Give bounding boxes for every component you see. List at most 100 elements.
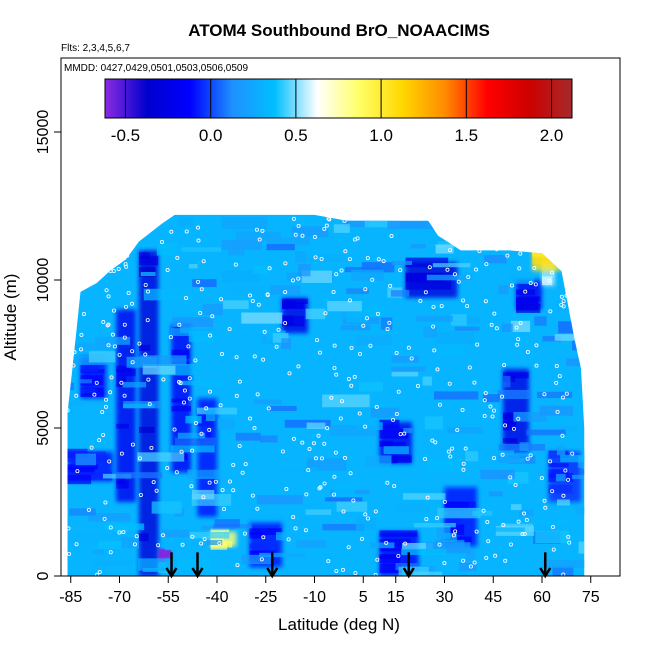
sample-point (528, 281, 533, 286)
sample-point (74, 393, 79, 398)
heatmap-cell (579, 469, 585, 475)
sample-point (124, 304, 129, 309)
heatmap-feature-streak (67, 474, 92, 485)
heatmap-feature-streak (67, 467, 95, 475)
sample-point (341, 509, 346, 514)
sample-point (112, 344, 117, 349)
sample-point (334, 568, 339, 573)
sample-point (255, 506, 260, 511)
heatmap-cell (391, 260, 412, 265)
heatmap-cell (610, 483, 650, 490)
sample-point (528, 453, 533, 458)
sample-point (560, 395, 565, 400)
heatmap-feature-streak (516, 297, 539, 304)
sample-point (220, 488, 225, 493)
sample-point (340, 567, 345, 572)
sample-point (106, 343, 111, 348)
sample-point (376, 257, 381, 262)
heatmap-cell (174, 437, 216, 446)
heatmap-cell (443, 532, 457, 543)
heatmap-feature-streak (116, 365, 131, 372)
heatmap-cell (546, 238, 582, 245)
sample-point (109, 375, 114, 380)
x-axis-label: Latitude (deg N) (278, 615, 400, 634)
sample-point (218, 403, 223, 408)
heatmap-cell (122, 403, 155, 409)
sample-point (392, 484, 397, 489)
heatmap-feature-streak (139, 533, 149, 542)
sample-point (146, 377, 151, 382)
heatmap-feature-streak (80, 382, 93, 387)
sample-point (84, 249, 89, 254)
heatmap-feature-streak (379, 530, 418, 537)
sample-point (423, 290, 428, 295)
sample-point (524, 518, 529, 523)
sample-point (138, 492, 143, 497)
heatmap-cell (235, 432, 261, 441)
heatmap-cell (115, 472, 163, 479)
heatmap-cell (177, 432, 206, 439)
sample-point (439, 304, 444, 309)
sample-point (322, 441, 327, 446)
sample-point (291, 436, 296, 441)
heatmap-cell (423, 326, 437, 338)
heatmap-cell (67, 343, 112, 350)
heatmap-cell (585, 378, 616, 383)
heatmap-cell (281, 338, 292, 350)
heatmap-feature-streak (67, 448, 88, 459)
sample-point (502, 363, 507, 368)
sample-point (374, 404, 379, 409)
heatmap-cell (532, 425, 579, 433)
heatmap-cell (346, 311, 368, 323)
heatmap-cell (340, 324, 371, 331)
colorbar-tick-label: 0.0 (199, 126, 223, 145)
sample-point (551, 547, 556, 552)
heatmap-cell (346, 288, 369, 294)
heatmap-cell (452, 224, 486, 233)
heatmap-feature-streak (444, 514, 461, 526)
heatmap-cell (459, 562, 477, 571)
sample-point (265, 292, 270, 297)
sample-point (447, 381, 452, 386)
heatmap-cell (427, 458, 461, 472)
heatmap-cell (140, 355, 187, 366)
sample-point (97, 569, 102, 574)
y-tick-label: 0 (35, 571, 52, 580)
heatmap-cell (178, 216, 194, 227)
heatmap-cell (383, 446, 409, 455)
heatmap-feature-streak (405, 257, 449, 268)
sample-point (248, 293, 253, 298)
sample-point (116, 266, 121, 271)
heatmap-cell (93, 560, 133, 566)
sample-point (252, 354, 257, 359)
sample-point (151, 480, 156, 485)
heatmap-cell (235, 231, 282, 242)
sample-point (307, 447, 312, 452)
sample-point (160, 240, 165, 245)
heatmap-cell (187, 469, 221, 479)
sample-point (243, 462, 248, 467)
sample-point (137, 456, 142, 461)
x-tick-label: -10 (303, 589, 326, 606)
heatmap-cell (92, 549, 104, 555)
heatmap-cell (502, 375, 511, 388)
x-tick-label: -25 (254, 589, 277, 606)
latitude-arrows (165, 552, 552, 579)
heatmap-cell (294, 251, 306, 263)
sample-point (128, 223, 133, 228)
sample-point (555, 409, 560, 414)
sample-point (250, 493, 255, 498)
sample-point (485, 519, 490, 524)
sample-point (195, 225, 200, 230)
sample-point (313, 255, 318, 260)
sample-point (193, 358, 198, 363)
heatmap-feature-streak (405, 274, 436, 281)
heatmap-cell (391, 355, 419, 363)
sample-point (334, 272, 339, 277)
sample-point (69, 311, 74, 316)
sample-point (234, 393, 239, 398)
sample-point (287, 371, 292, 376)
heatmap-cell (490, 527, 525, 532)
heatmap-feature-streak (197, 421, 214, 427)
heatmap-cell (322, 394, 370, 408)
